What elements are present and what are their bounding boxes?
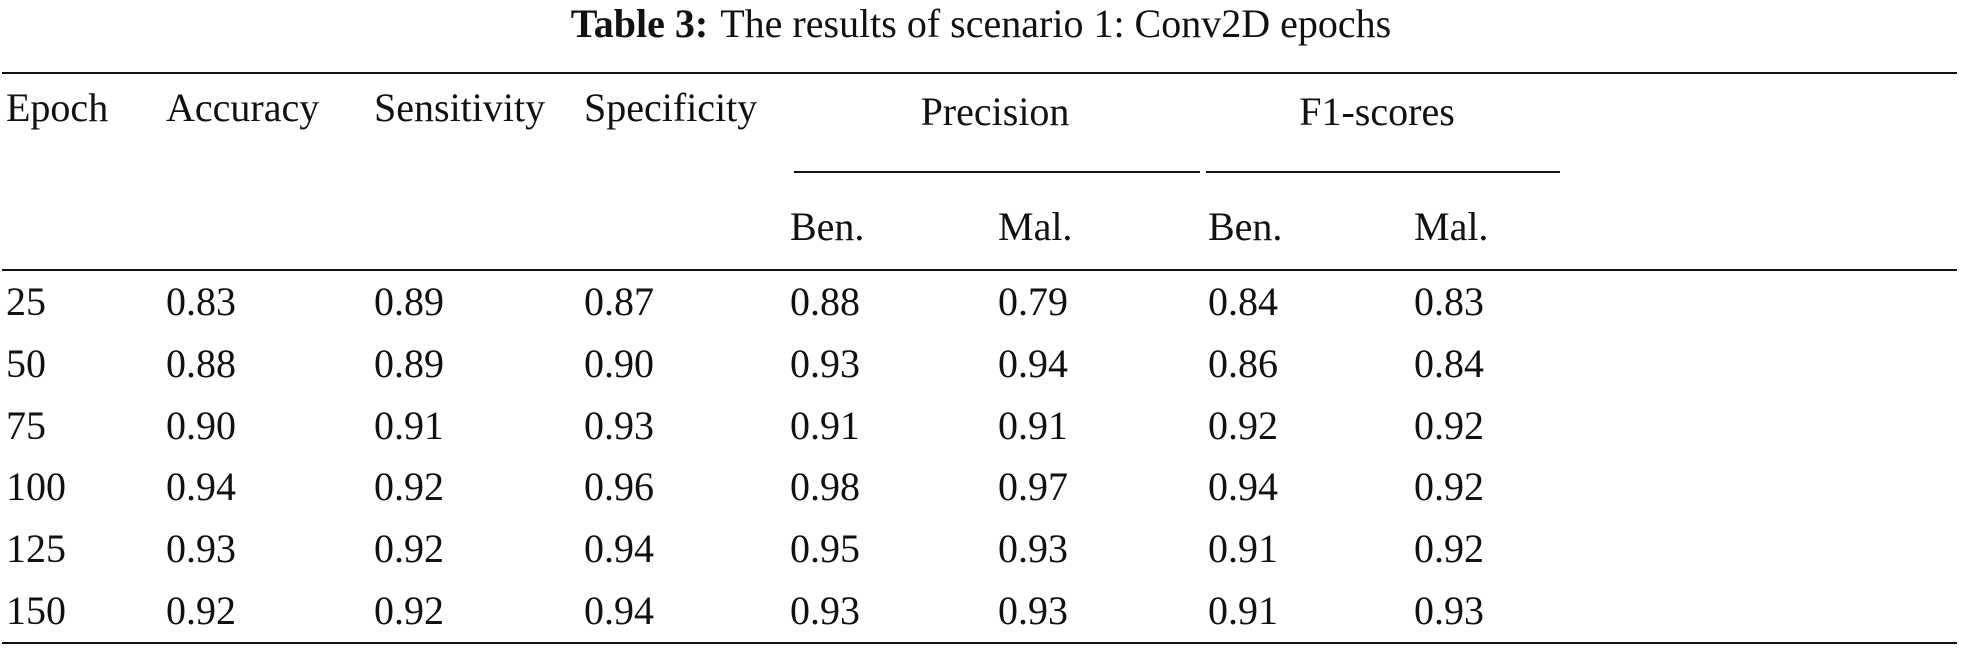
table-row: 125 0.93 0.92 0.94 0.95 0.93 0.91 0.92 [2,518,1957,580]
cell-precision-ben: 0.88 [790,279,860,324]
header-sub-empty-epoch [2,173,162,271]
results-table: Epoch Accuracy Sensitivity Specificity P… [2,72,1957,644]
cell-f1-ben: 0.94 [1208,464,1278,510]
cell-specificity: 0.94 [580,579,786,644]
header-precision-group: Precision [786,72,1204,173]
header-specificity: Specificity [580,72,786,173]
table-body: 25 0.83 0.89 0.87 0.88 0.79 0.84 0.83 50 0.88 0.89… [2,270,1957,644]
cell-sensitivity: 0.89 [374,279,444,324]
precision-group-rule [794,171,1200,173]
cell-accuracy: 0.92 [162,579,370,644]
cell-sensitivity: 0.92 [374,464,444,510]
cell-f1-ben: 0.92 [1208,402,1278,448]
table-row: 150 0.92 0.92 0.94 0.93 0.93 0.91 0.93 [2,579,1957,644]
header-row-sub: Ben. Mal. Ben. Mal. [2,173,1957,271]
cell-sensitivity: 0.91 [374,402,444,448]
cell-precision-mal: 0.93 [994,579,1204,644]
cell-f1-mal: 0.92 [1414,526,1484,572]
cell-f1-ben: 0.91 [1204,579,1410,644]
cell-f1-ben: 0.84 [1208,279,1278,324]
table-head: Epoch Accuracy Sensitivity Specificity P… [2,72,1957,271]
table-row: 25 0.83 0.89 0.87 0.88 0.79 0.84 0.83 [2,270,1957,333]
header-row-top: Epoch Accuracy Sensitivity Specificity P… [2,72,1957,173]
cell-accuracy: 0.83 [166,279,236,324]
table-row: 100 0.94 0.92 0.96 0.98 0.97 0.94 0.92 [2,456,1957,518]
cell-epoch: 125 [6,526,66,572]
f1-group-rule [1206,171,1560,173]
header-f1-group: F1-scores [1204,72,1957,173]
table-row: 75 0.90 0.91 0.93 0.91 0.91 0.92 0.92 [2,395,1957,457]
cell-f1-ben: 0.91 [1208,526,1278,572]
caption-text: The results of scenario 1: Conv2D epochs [720,1,1392,46]
cell-accuracy: 0.93 [166,526,236,572]
header-sub-empty-specificity [580,173,786,271]
cell-precision-ben: 0.98 [790,464,860,510]
cell-precision-ben: 0.93 [786,579,994,644]
cell-accuracy: 0.94 [166,464,236,510]
cell-precision-ben: 0.93 [790,340,860,386]
cell-epoch: 100 [6,464,66,510]
cell-sensitivity: 0.92 [374,526,444,572]
cell-epoch: 75 [6,402,46,448]
cell-f1-ben: 0.86 [1208,340,1278,386]
cell-f1-mal: 0.93 [1410,579,1957,644]
header-sub-empty-accuracy [162,173,370,271]
cell-specificity: 0.94 [584,526,654,572]
cell-epoch: 150 [2,579,162,644]
table-caption: Table 3: The results of scenario 1: Conv2… [0,2,1962,46]
cell-accuracy: 0.88 [166,340,236,386]
cell-precision-mal: 0.94 [998,340,1068,386]
caption-label: Table 3: [570,1,709,46]
header-precision-ben: Ben. [786,173,994,271]
cell-epoch: 50 [6,340,46,386]
cell-specificity: 0.96 [584,464,654,510]
cell-precision-mal: 0.97 [998,464,1068,510]
header-epoch: Epoch [2,72,162,173]
cell-precision-ben: 0.95 [790,526,860,572]
cell-f1-mal: 0.92 [1414,402,1484,448]
header-sensitivity: Sensitivity [370,72,580,173]
cell-specificity: 0.87 [584,279,654,324]
header-f1-mal: Mal. [1410,173,1957,271]
cell-f1-mal: 0.84 [1414,340,1484,386]
table-row: 50 0.88 0.89 0.90 0.93 0.94 0.86 0.84 [2,333,1957,395]
header-precision-mal: Mal. [994,173,1204,271]
cell-f1-mal: 0.92 [1414,464,1484,510]
cell-sensitivity: 0.92 [370,579,580,644]
header-accuracy: Accuracy [162,72,370,173]
cell-precision-mal: 0.79 [998,279,1068,324]
header-precision: Precision [920,89,1070,134]
cell-specificity: 0.93 [584,402,654,448]
cell-accuracy: 0.90 [166,402,236,448]
cell-specificity: 0.90 [584,340,654,386]
cell-f1-mal: 0.83 [1414,279,1484,324]
cell-precision-ben: 0.91 [790,402,860,448]
header-f1: F1-scores [1299,89,1455,134]
header-sub-empty-sensitivity [370,173,580,271]
header-f1-ben: Ben. [1204,173,1410,271]
cell-sensitivity: 0.89 [374,340,444,386]
cell-precision-mal: 0.93 [998,526,1068,572]
cell-precision-mal: 0.91 [998,402,1068,448]
cell-epoch: 25 [6,279,46,324]
